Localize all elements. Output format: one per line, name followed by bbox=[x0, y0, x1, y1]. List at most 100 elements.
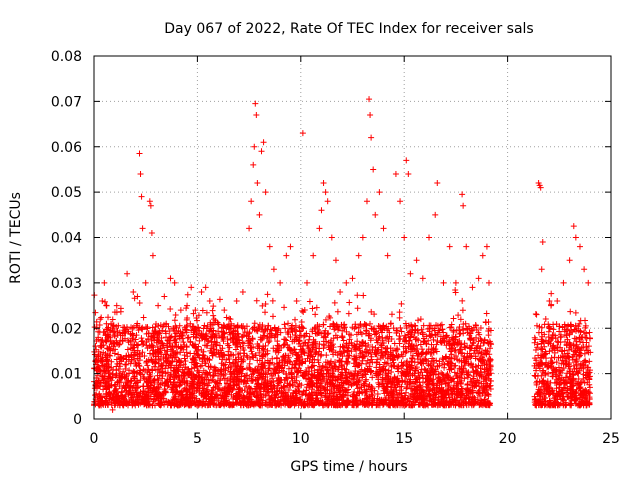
data-point bbox=[306, 368, 313, 375]
data-point bbox=[205, 382, 212, 389]
data-point bbox=[398, 328, 405, 335]
data-point bbox=[179, 392, 186, 399]
data-point bbox=[357, 329, 364, 336]
data-point bbox=[115, 366, 122, 373]
data-point bbox=[566, 401, 573, 408]
data-point bbox=[459, 297, 466, 304]
data-point bbox=[172, 312, 179, 319]
data-point bbox=[377, 341, 384, 348]
data-point bbox=[145, 366, 152, 373]
data-point bbox=[556, 376, 563, 383]
data-point bbox=[281, 321, 288, 328]
data-point bbox=[262, 301, 269, 308]
data-point bbox=[354, 338, 361, 345]
data-point bbox=[143, 342, 150, 349]
data-point bbox=[180, 361, 187, 368]
data-point bbox=[336, 357, 343, 364]
data-point bbox=[140, 314, 147, 321]
data-point bbox=[196, 327, 203, 334]
data-point bbox=[571, 335, 578, 342]
data-point bbox=[382, 335, 389, 342]
data-point bbox=[542, 315, 549, 322]
data-point bbox=[282, 325, 289, 332]
data-point bbox=[548, 354, 555, 361]
data-point bbox=[113, 356, 120, 363]
data-point bbox=[199, 307, 206, 314]
data-point bbox=[293, 374, 300, 381]
data-point bbox=[253, 297, 260, 304]
data-point bbox=[193, 315, 200, 322]
data-point bbox=[92, 343, 99, 350]
data-point bbox=[265, 322, 272, 329]
data-point bbox=[413, 364, 420, 371]
data-point bbox=[545, 328, 552, 335]
data-point bbox=[151, 363, 158, 370]
data-point bbox=[194, 351, 201, 358]
data-point bbox=[359, 357, 366, 364]
data-point bbox=[111, 309, 118, 316]
data-point bbox=[374, 356, 381, 363]
data-point bbox=[315, 329, 322, 336]
data-point bbox=[396, 314, 403, 321]
data-point bbox=[396, 333, 403, 340]
data-point bbox=[354, 292, 361, 299]
data-point bbox=[374, 339, 381, 346]
data-point bbox=[183, 305, 190, 312]
data-point bbox=[473, 326, 480, 333]
data-point bbox=[305, 345, 312, 352]
data-point bbox=[154, 366, 161, 373]
data-point bbox=[559, 357, 566, 364]
data-point bbox=[190, 310, 197, 317]
data-point bbox=[482, 319, 489, 326]
data-point bbox=[387, 321, 394, 328]
data-point bbox=[378, 349, 385, 356]
data-point bbox=[446, 324, 453, 331]
data-point bbox=[542, 391, 549, 398]
data-point bbox=[429, 355, 436, 362]
data-point bbox=[532, 346, 539, 353]
data-point bbox=[100, 349, 107, 356]
data-point bbox=[209, 307, 216, 314]
data-point bbox=[572, 322, 579, 329]
data-point bbox=[185, 366, 192, 373]
data-point bbox=[537, 345, 544, 352]
data-point bbox=[334, 308, 341, 315]
data-point bbox=[390, 347, 397, 354]
data-point bbox=[331, 299, 338, 306]
data-point bbox=[327, 323, 334, 330]
data-point bbox=[208, 339, 215, 346]
data-point bbox=[403, 385, 410, 392]
data-point bbox=[450, 315, 457, 322]
data-point bbox=[173, 330, 180, 337]
data-point bbox=[219, 334, 226, 341]
data-point bbox=[586, 358, 593, 365]
data-point bbox=[374, 391, 381, 398]
data-point bbox=[343, 328, 350, 335]
data-point bbox=[120, 368, 127, 375]
data-point bbox=[417, 382, 424, 389]
data-point bbox=[140, 340, 147, 347]
data-point bbox=[586, 384, 593, 391]
data-point bbox=[473, 344, 480, 351]
data-point bbox=[376, 381, 383, 388]
data-point bbox=[392, 348, 399, 355]
data-point bbox=[173, 339, 180, 346]
data-point bbox=[167, 305, 174, 312]
data-point bbox=[415, 317, 422, 324]
data-point bbox=[545, 370, 552, 377]
data-point bbox=[111, 333, 118, 340]
data-point bbox=[586, 375, 593, 382]
data-point bbox=[312, 311, 319, 318]
data-point bbox=[405, 338, 412, 345]
data-point bbox=[159, 327, 166, 334]
data-point bbox=[452, 289, 459, 296]
data-point bbox=[586, 329, 593, 336]
data-point bbox=[587, 335, 594, 342]
data-point bbox=[367, 337, 374, 344]
data-point bbox=[346, 299, 353, 306]
chart-title: Day 067 of 2022, Rate Of TEC Index for r… bbox=[164, 21, 533, 37]
data-point bbox=[122, 361, 129, 368]
data-point bbox=[152, 324, 159, 331]
data-point bbox=[548, 290, 555, 297]
data-point bbox=[221, 330, 228, 337]
